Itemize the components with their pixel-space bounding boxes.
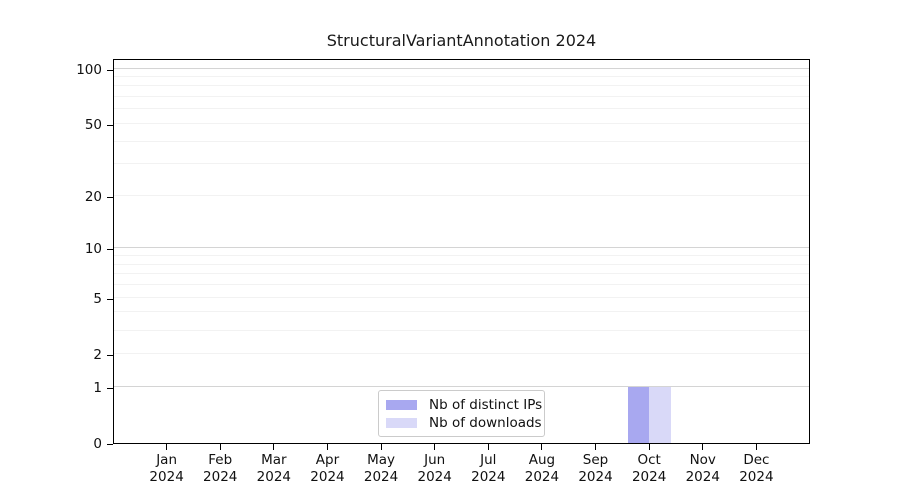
x-tick-label: Sep 2024 (554, 452, 638, 485)
bar (649, 386, 671, 443)
x-tick (702, 444, 704, 450)
x-tick-year: 2024 (149, 468, 184, 485)
x-tick-month: Aug (528, 452, 556, 468)
gridline (114, 122, 809, 124)
x-tick-label: May 2024 (339, 452, 423, 485)
x-tick-month: Mar (261, 452, 287, 468)
x-tick-month: Sep (582, 452, 609, 468)
gridline (114, 385, 809, 387)
gridline (114, 96, 809, 98)
y-tick (107, 249, 113, 251)
y-tick-label: 0 (93, 436, 102, 452)
x-tick-year: 2024 (685, 468, 720, 485)
x-tick-label: Aug 2024 (500, 452, 584, 485)
x-tick (541, 444, 543, 450)
y-tick (107, 124, 113, 126)
x-tick-label: Jan 2024 (125, 452, 209, 485)
x-tick-year: 2024 (417, 468, 452, 485)
gridline (114, 140, 809, 142)
y-tick-label: 20 (84, 188, 102, 205)
x-tick-year: 2024 (310, 468, 345, 485)
y-tick (107, 444, 113, 445)
y-tick-label: 10 (84, 241, 102, 258)
y-tick (107, 196, 113, 198)
gridline (114, 352, 809, 354)
x-tick-label: Jul 2024 (446, 452, 530, 485)
x-tick-month: Nov (689, 452, 716, 468)
legend-label-distinct-ips: Nb of distinct IPs (429, 397, 543, 413)
x-tick-year: 2024 (739, 468, 774, 485)
chart-title: StructuralVariantAnnotation 2024 (326, 31, 597, 50)
plot-area (113, 59, 810, 444)
legend-swatch-distinct-ips-icon (386, 400, 417, 410)
x-tick-label: Feb 2024 (178, 452, 262, 485)
gridline (114, 296, 809, 298)
x-tick-label: Oct 2024 (607, 452, 691, 485)
gridline (114, 273, 809, 275)
x-tick (326, 444, 328, 450)
x-tick-month: Dec (743, 452, 770, 468)
x-tick-label: Mar 2024 (232, 452, 316, 485)
x-tick-month: Feb (208, 452, 233, 468)
x-tick-label: Apr 2024 (285, 452, 369, 485)
y-tick (107, 69, 113, 71)
x-tick-month: Apr (315, 452, 340, 468)
x-tick (380, 444, 382, 450)
y-tick-label: 5 (93, 290, 102, 307)
x-tick-year: 2024 (363, 468, 399, 485)
gridline (114, 263, 809, 265)
gridline (114, 85, 809, 87)
gridline (114, 76, 809, 77)
x-tick (166, 444, 168, 450)
x-tick-month: Jan (156, 452, 178, 468)
x-tick (487, 444, 489, 450)
legend-item-downloads: Nb of downloads (386, 415, 542, 431)
x-tick-month: May (367, 452, 396, 468)
gridline (114, 108, 809, 110)
x-tick (755, 444, 757, 450)
x-tick (648, 444, 650, 450)
gridline (114, 284, 809, 286)
x-tick (273, 444, 275, 450)
x-tick-year: 2024 (631, 468, 667, 485)
x-tick (595, 444, 597, 450)
gridline (114, 67, 809, 69)
legend-item-distinct-ips: Nb of distinct IPs (386, 397, 542, 413)
x-tick-year: 2024 (578, 468, 613, 485)
x-tick-month: Jul (480, 452, 497, 468)
gridline (114, 255, 809, 257)
gridline (114, 311, 809, 313)
y-tick (107, 354, 113, 356)
legend: Nb of distinct IPs Nb of downloads (378, 390, 545, 437)
y-tick-label: 2 (93, 346, 102, 363)
x-tick-label: Nov 2024 (661, 452, 745, 485)
y-tick (107, 298, 113, 300)
y-tick (107, 387, 113, 389)
gridline (114, 194, 809, 196)
y-tick-label: 1 (93, 379, 102, 396)
gridline (114, 329, 809, 331)
x-tick-year: 2024 (203, 468, 238, 485)
x-tick-year: 2024 (471, 468, 506, 485)
x-tick-label: Jun 2024 (393, 452, 477, 485)
legend-swatch-downloads-icon (386, 418, 417, 428)
x-tick-month: Oct (637, 452, 661, 468)
x-tick-month: Jun (424, 452, 446, 468)
gridline (114, 163, 809, 165)
x-tick (434, 444, 436, 450)
y-tick-label: 100 (76, 61, 102, 78)
x-tick-year: 2024 (524, 468, 560, 485)
gridline (114, 247, 809, 249)
bar (627, 386, 650, 443)
x-tick (219, 444, 221, 450)
y-tick-label: 50 (84, 116, 102, 133)
x-tick-year: 2024 (256, 468, 292, 485)
legend-label-downloads: Nb of downloads (429, 415, 542, 431)
x-tick-label: Dec 2024 (714, 452, 798, 485)
